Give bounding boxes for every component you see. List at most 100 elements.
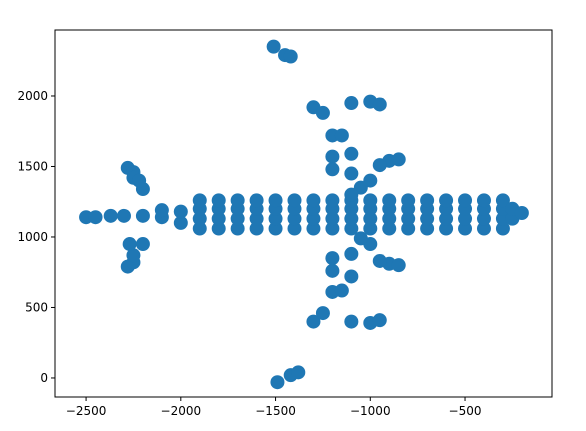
point [372,253,387,268]
point [439,211,454,226]
point [268,221,283,236]
point [458,193,473,208]
point [325,193,340,208]
points [79,39,529,390]
point [122,237,137,252]
point [372,158,387,173]
point [372,97,387,112]
point [325,162,340,177]
point [126,248,141,263]
axes-frame [54,29,553,398]
point [211,211,226,226]
point [132,173,147,188]
point [495,193,510,208]
point [420,221,435,236]
point [476,221,491,236]
point [401,211,416,226]
point [420,211,435,226]
point [344,269,359,284]
point [249,221,264,236]
point [270,375,285,390]
point [211,193,226,208]
point [287,221,302,236]
point [344,187,359,202]
point [363,211,378,226]
point [192,211,207,226]
point [344,146,359,161]
point [382,193,397,208]
point [325,221,340,236]
point [344,246,359,261]
point [382,211,397,226]
x-tick-label: −2000 [161,404,202,418]
point [315,306,330,321]
point [391,152,406,167]
point [211,221,226,236]
y-tick-label: 500 [25,300,48,314]
point [268,193,283,208]
point [306,193,321,208]
x-tick-label: −2500 [66,404,107,418]
point [363,193,378,208]
point [401,193,416,208]
point [135,208,150,223]
point [266,39,281,54]
point [306,221,321,236]
x-tick-label: −500 [449,404,482,418]
point [306,211,321,226]
point [230,193,245,208]
point [173,204,188,219]
point [514,206,529,221]
point [420,193,435,208]
point [344,314,359,329]
point [325,263,340,278]
x-tick-label: −1500 [255,404,296,418]
point [344,96,359,111]
point [249,193,264,208]
point [287,211,302,226]
point [476,193,491,208]
y-tick-label: 0 [40,371,48,385]
point [230,221,245,236]
point [103,208,118,223]
point [458,221,473,236]
point [439,221,454,236]
point [291,365,306,380]
point [325,251,340,266]
point [230,211,245,226]
point [363,221,378,236]
point [439,193,454,208]
y-tick-label: 1500 [17,159,48,173]
point [334,283,349,298]
point [391,258,406,273]
point [495,221,510,236]
point [353,231,368,246]
point [344,221,359,236]
point [458,211,473,226]
point [325,211,340,226]
point [116,208,131,223]
point [192,193,207,208]
point [476,211,491,226]
point [325,149,340,164]
point [135,237,150,252]
point [344,211,359,226]
point [306,314,321,329]
point [315,105,330,120]
point [88,210,103,225]
y-tick-label: 2000 [17,89,48,103]
point [382,221,397,236]
point [287,193,302,208]
point [344,166,359,181]
point [173,215,188,230]
point [268,211,283,226]
point [372,313,387,328]
point [401,221,416,236]
y-tick-label: 1000 [17,230,48,244]
point [283,49,298,64]
point [334,128,349,143]
point [154,203,169,218]
point [249,211,264,226]
x-tick-label: −1000 [350,404,391,418]
